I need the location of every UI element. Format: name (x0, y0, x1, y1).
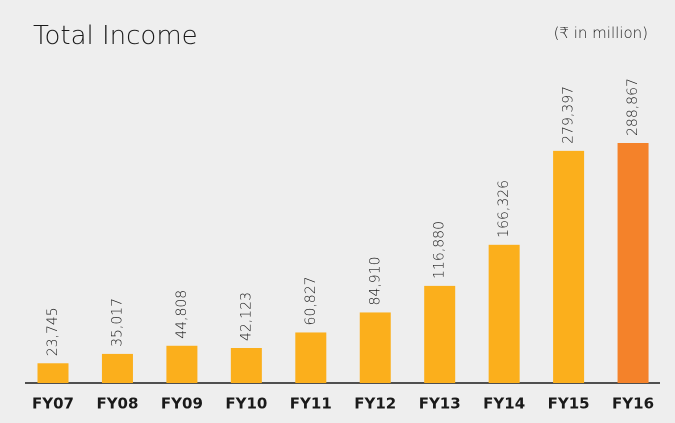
value-label: 288,867 (625, 78, 641, 136)
x-tick-label: FY12 (354, 395, 396, 413)
x-tick-label: FY08 (96, 395, 138, 413)
bar (488, 244, 520, 383)
bar (230, 348, 262, 383)
value-label: 279,397 (561, 86, 577, 144)
chart-subtitle: (₹ in million) (554, 24, 648, 42)
x-tick-label: FY16 (612, 395, 654, 413)
value-label: 23,745 (45, 307, 61, 356)
x-tick-label: FY10 (225, 395, 267, 413)
x-tick-label: FY09 (161, 395, 203, 413)
value-label: 35,017 (109, 298, 125, 347)
bar (101, 353, 133, 383)
bar (617, 143, 649, 383)
bar (359, 312, 391, 383)
bar (553, 150, 585, 383)
value-label: 44,808 (174, 290, 190, 339)
bar (295, 332, 327, 383)
bar (424, 285, 456, 383)
x-tick-label: FY11 (290, 395, 332, 413)
value-label: 84,910 (367, 256, 383, 305)
x-tick-label: FY15 (548, 395, 590, 413)
value-label: 42,123 (238, 292, 254, 341)
value-label: 166,326 (496, 180, 512, 238)
bar (37, 363, 69, 383)
x-tick-label: FY07 (32, 395, 74, 413)
value-label: 60,827 (303, 276, 319, 325)
x-tick-label: FY14 (483, 395, 525, 413)
bar (166, 345, 198, 383)
value-label: 116,880 (432, 221, 448, 279)
chart-title: Total Income (33, 21, 198, 51)
x-tick-label: FY13 (419, 395, 461, 413)
